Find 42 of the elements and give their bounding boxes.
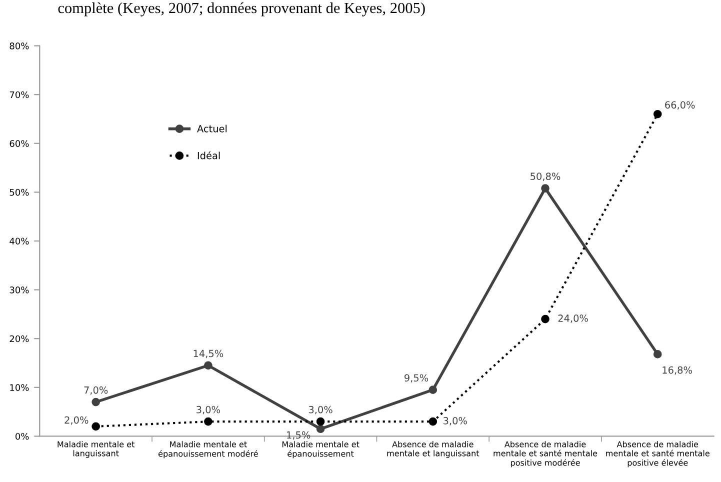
point — [204, 361, 212, 370]
point — [428, 417, 438, 426]
x-tick-label: Maladie mentale et épanouissement modéré — [158, 441, 258, 458]
y-tick-label: 50% — [10, 188, 29, 196]
point — [204, 417, 212, 426]
data-label: 7,0% — [84, 386, 108, 395]
y-tick-label: 80% — [10, 42, 29, 50]
x-tick-label: Absence de maladie mentale et languissant — [387, 441, 480, 458]
data-label: 24,0% — [558, 314, 588, 323]
point — [653, 350, 662, 358]
data-label: 14,5% — [194, 350, 224, 358]
y-tick-label: 0% — [16, 432, 29, 440]
y-tick-label: 10% — [10, 384, 29, 391]
data-label: 9,5% — [404, 374, 428, 383]
x-tick-label: Maladie mentale et épanouissement — [282, 441, 360, 458]
x-tick-label: Absence de maladie mentale et santé mentale positive modérée — [494, 441, 598, 468]
x-tick-label: Maladie mentale et languissant — [58, 441, 135, 458]
point — [316, 417, 325, 426]
point — [541, 184, 550, 192]
legend-label: Actuel — [197, 124, 227, 132]
data-label: 66,0% — [665, 101, 695, 110]
point — [653, 110, 662, 118]
y-tick-label: 30% — [10, 286, 29, 294]
data-label: 1,5% — [287, 431, 310, 440]
point — [541, 314, 550, 324]
data-label: 3,0% — [308, 406, 332, 414]
x-tick-label: Absence de maladie mentale et santé mentale positive élevée — [606, 441, 710, 468]
point — [428, 386, 438, 394]
legend-label: Idéal — [198, 151, 220, 160]
y-tick-label: 70% — [10, 91, 29, 98]
point — [92, 398, 100, 406]
data-label: 16,8% — [662, 366, 692, 375]
data-label: 50,8% — [530, 172, 560, 181]
y-tick-label: 20% — [10, 335, 29, 342]
point — [92, 422, 100, 431]
chart-title: complète (Keyes, 2007; données provenant de Keyes, 2005) — [58, 2, 425, 16]
point — [316, 424, 325, 434]
data-label: 3,0% — [444, 417, 467, 426]
data-label: 2,0% — [64, 416, 88, 425]
data-label: 3,0% — [196, 406, 220, 414]
y-tick-label: 60% — [10, 140, 29, 147]
y-tick-label: 40% — [10, 238, 29, 245]
